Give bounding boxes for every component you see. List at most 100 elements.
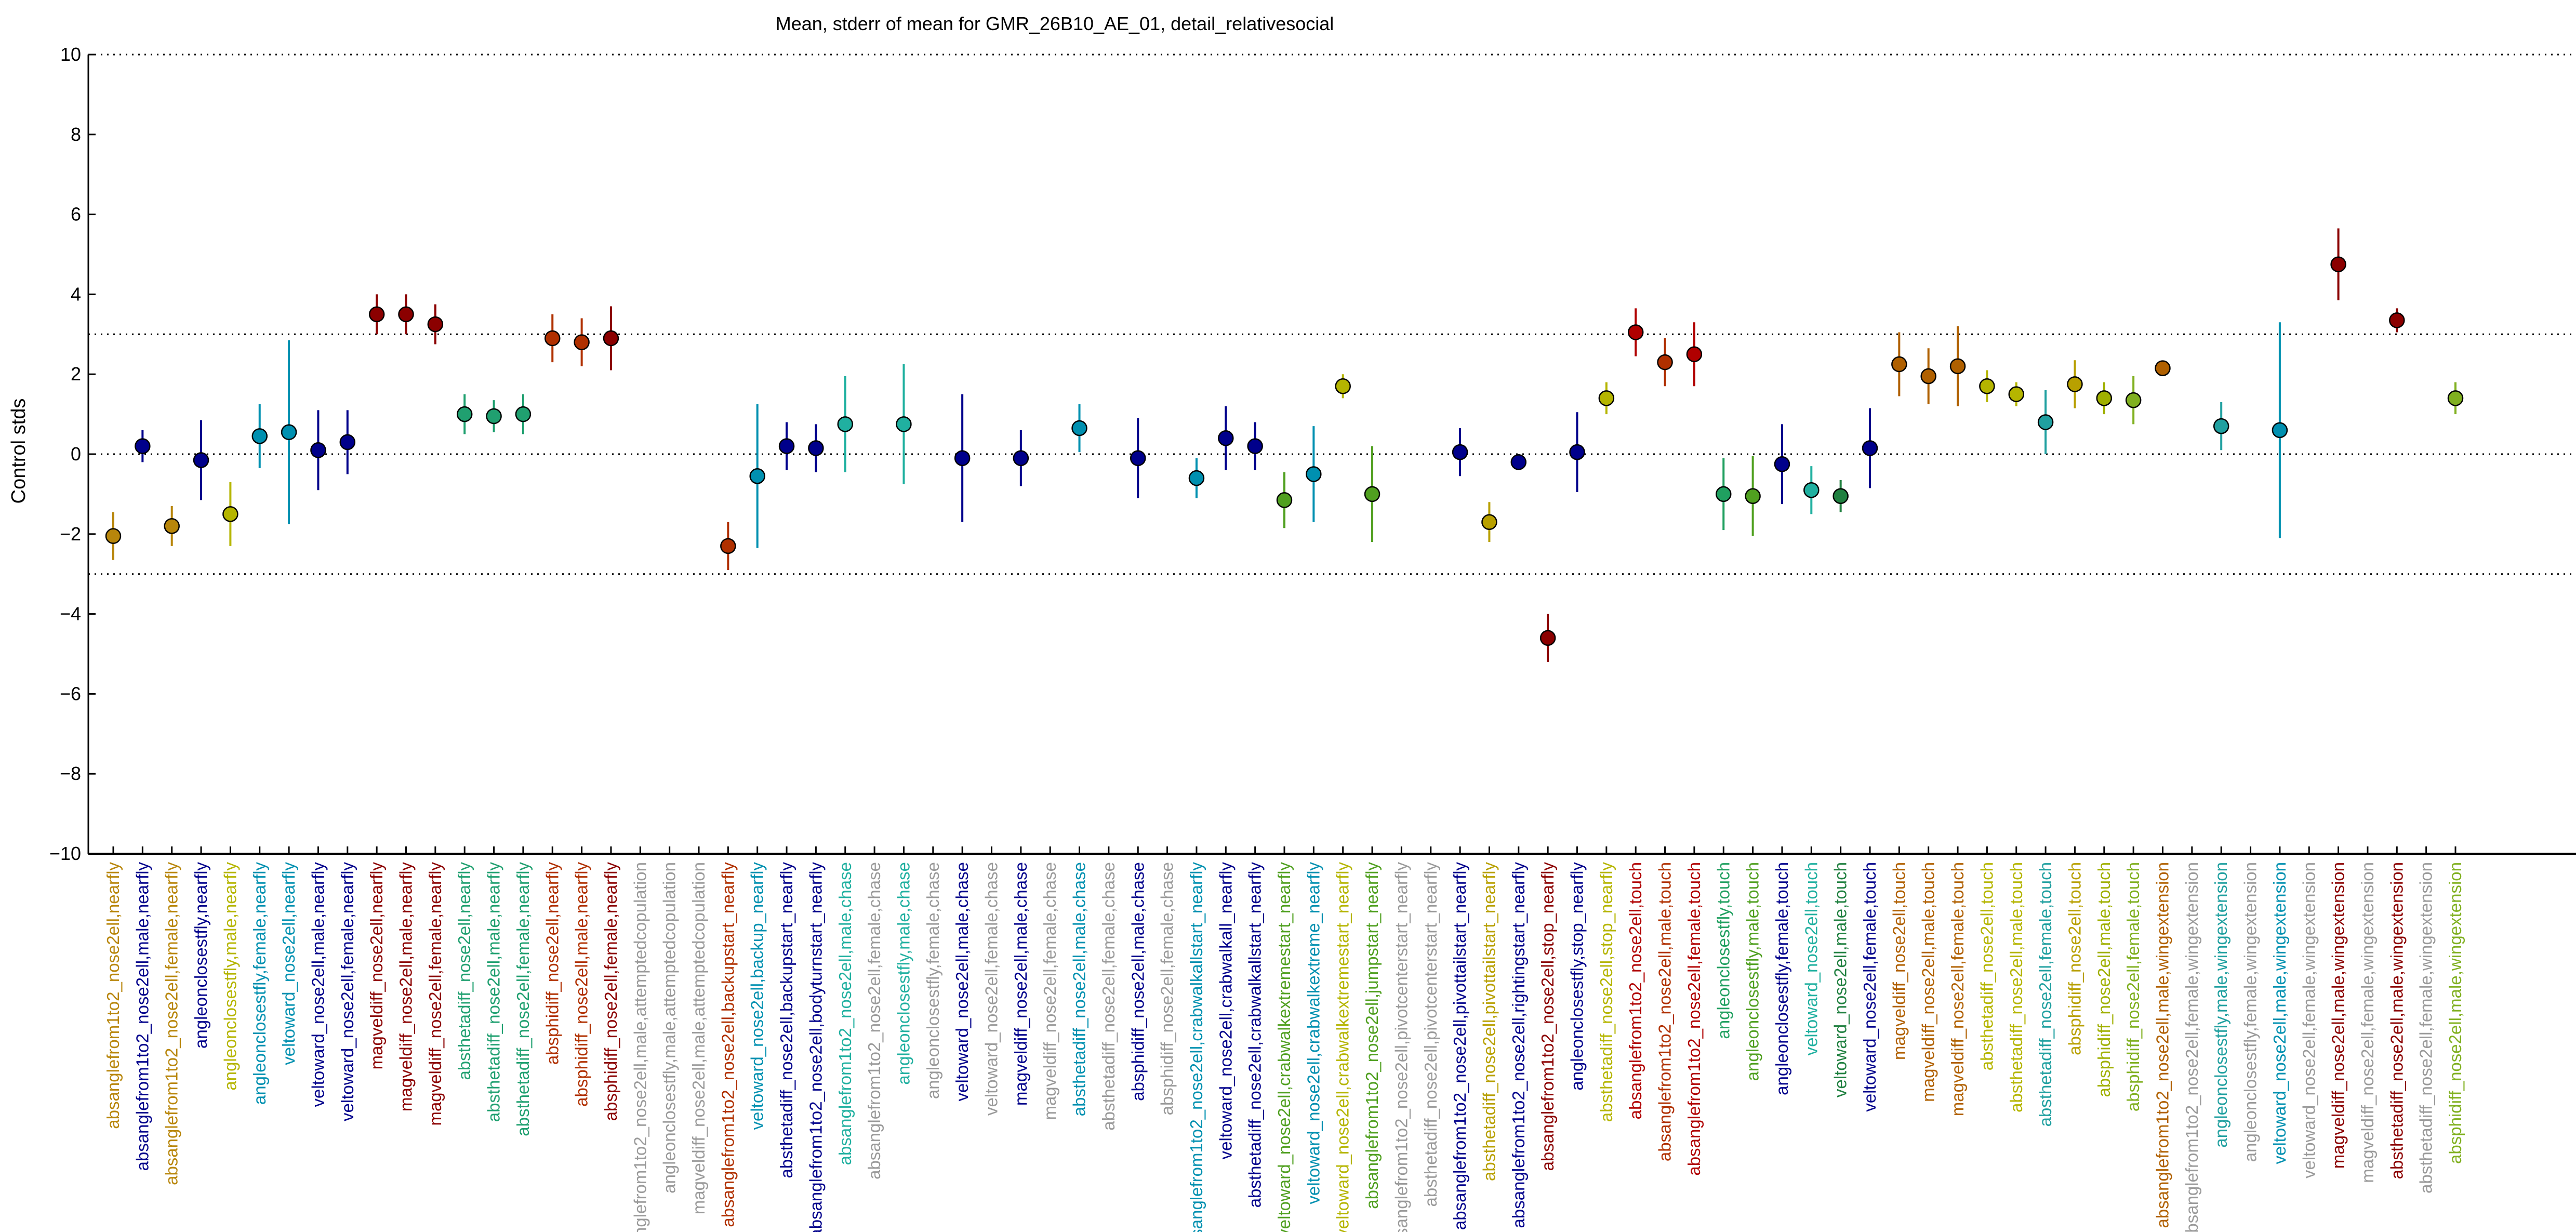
- mean-point: [2389, 312, 2405, 328]
- y-tick-label: −6: [60, 683, 81, 704]
- mean-point: [1130, 450, 1146, 466]
- x-axis: [88, 846, 2576, 855]
- mean-point: [720, 538, 736, 554]
- category-label: absthetadiff_nose2ell,female,chase: [1099, 862, 1118, 1131]
- mean-point: [222, 506, 238, 522]
- category-label: absanglefrom1to2_nose2ell,touch: [1626, 862, 1645, 1119]
- category-label: angleonclosestfly,male,nearfly: [220, 862, 240, 1091]
- mean-point: [1569, 444, 1585, 460]
- mean-point: [339, 434, 356, 451]
- mean-point: [1598, 390, 1615, 406]
- category-label: absphidiff_nose2ell,female,nearfly: [601, 862, 620, 1121]
- category-label: absphidiff_nose2ell,male,wingextension: [2446, 862, 2465, 1164]
- mean-point: [1071, 420, 1087, 436]
- category-label: angleonclosestfly,male,wingextension: [2211, 862, 2230, 1148]
- category-label: angleonclosestfly,male,touch: [1743, 862, 1762, 1081]
- category-label: angleonclosestfly,male,attemptedcopulati…: [660, 862, 679, 1194]
- category-label: angleonclosestfly,touch: [1714, 862, 1733, 1039]
- mean-point: [1452, 444, 1468, 460]
- category-label: absanglefrom1to2_nose2ell,bodyturnstart_…: [806, 862, 825, 1232]
- mean-point: [2008, 386, 2024, 402]
- data-marks: [105, 228, 2464, 662]
- chart-title: Mean, stderr of mean for GMR_26B10_AE_01…: [776, 13, 1334, 34]
- category-label: absanglefrom1to2_nose2ell,pivottailstart…: [1450, 862, 1469, 1230]
- mean-point: [281, 424, 297, 440]
- mean-point: [310, 442, 326, 458]
- mean-point: [193, 452, 209, 468]
- mean-point: [1949, 358, 1966, 375]
- category-label: absanglefrom1to2_nose2ell,female,nearfly: [162, 862, 181, 1185]
- category-label: absthetadiff_nose2ell,nearfly: [455, 862, 474, 1080]
- category-label: veltoward_nose2ell,nearfly: [279, 862, 298, 1065]
- mean-point: [2213, 418, 2229, 434]
- mean-point: [1774, 456, 1790, 472]
- mean-point: [1306, 466, 1322, 482]
- category-label: magveldiff_nose2ell,male,touch: [1919, 862, 1938, 1102]
- y-tick-label: 4: [71, 283, 81, 304]
- mean-point: [2125, 392, 2142, 408]
- category-label: veltoward_nose2ell,female,wingextension: [2299, 862, 2318, 1178]
- category-label: veltoward_nose2ell,crabwalkextremestart_…: [1333, 862, 1352, 1232]
- y-tick-label: 2: [71, 363, 81, 385]
- category-label: absphidiff_nose2ell,female,touch: [2123, 862, 2143, 1111]
- category-label: absthetadiff_nose2ell,male,touch: [2007, 862, 2026, 1112]
- mean-point: [515, 406, 532, 422]
- category-label: absthetadiff_nose2ell,female,nearfly: [513, 862, 533, 1136]
- mean-point: [2272, 422, 2288, 439]
- mean-point: [1218, 430, 1234, 446]
- mean-point: [105, 528, 122, 544]
- category-label: absthetadiff_nose2ell,touch: [1977, 862, 1996, 1070]
- category-label: veltoward_nose2ell,backup_nearfly: [748, 862, 767, 1130]
- mean-point: [603, 330, 619, 347]
- mean-point: [2037, 414, 2054, 430]
- mean-point: [368, 306, 385, 323]
- category-label: absphidiff_nose2ell,male,nearfly: [572, 862, 591, 1107]
- mean-point: [398, 306, 414, 323]
- category-label: absthetadiff_nose2ell,male,chase: [1070, 862, 1089, 1116]
- mean-point: [164, 518, 180, 534]
- mean-point: [427, 316, 444, 333]
- mean-point: [954, 450, 971, 466]
- category-label: absthetadiff_nose2ell,female,touch: [2036, 862, 2055, 1127]
- category-labels: absanglefrom1to2_nose2ell,nearfly absangl…: [103, 862, 2465, 1232]
- mean-point: [749, 468, 765, 484]
- mean-point: [1188, 470, 1205, 486]
- category-label: absphidiff_nose2ell,touch: [2065, 862, 2084, 1055]
- y-tick-label: 10: [60, 44, 81, 65]
- category-label: absthetadiff_nose2ell,pivottailstart_nea…: [1479, 862, 1498, 1181]
- mean-point: [1716, 486, 1732, 502]
- mean-point: [1364, 486, 1380, 502]
- category-label: veltoward_nose2ell,female,chase: [982, 862, 1001, 1116]
- category-label: magveldiff_nose2ell,male,attemptedcopula…: [689, 862, 708, 1214]
- category-label: veltoward_nose2ell,crabwalkextremestart_…: [1274, 862, 1294, 1232]
- mean-point: [837, 416, 853, 432]
- mean-point: [1745, 488, 1761, 504]
- category-label: absanglefrom1to2_nose2ell,male,attempted…: [630, 862, 649, 1232]
- category-label: absanglefrom1to2_nose2ell,female,touch: [1684, 862, 1704, 1176]
- y-axis-label: Control stds: [8, 399, 30, 504]
- y-tick-label: −2: [60, 523, 81, 545]
- category-label: magveldiff_nose2ell,male,wingextension: [2329, 862, 2348, 1169]
- mean-point: [1276, 492, 1293, 508]
- mean-point: [545, 330, 561, 347]
- category-label: absthetadiff_nose2ell,stop_nearfly: [1597, 862, 1616, 1122]
- mean-point: [1481, 514, 1497, 530]
- mean-point: [2096, 390, 2113, 406]
- mean-point: [486, 408, 502, 425]
- category-label: angleonclosestfly,female,chase: [923, 862, 942, 1099]
- category-label: absanglefrom1to2_nose2ell,male,touch: [1655, 862, 1675, 1161]
- category-label: absanglefrom1to2_nose2ell,male,chase: [835, 862, 855, 1165]
- mean-point: [1891, 356, 1907, 373]
- mean-point: [1657, 354, 1673, 370]
- category-label: magveldiff_nose2ell,male,nearfly: [396, 862, 416, 1111]
- category-label: absanglefrom1to2_nose2ell,stop_nearfly: [1538, 862, 1557, 1171]
- category-label: magveldiff_nose2ell,female,chase: [1040, 862, 1059, 1120]
- mean-point: [1833, 488, 1849, 504]
- category-label: magveldiff_nose2ell,touch: [1889, 862, 1908, 1060]
- category-label: veltoward_nose2ell,male,wingextension: [2270, 862, 2289, 1164]
- category-label: magveldiff_nose2ell,female,nearfly: [426, 862, 445, 1126]
- mean-point: [1920, 368, 1936, 385]
- category-label: veltoward_nose2ell,female,touch: [1860, 862, 1879, 1112]
- category-label: absphidiff_nose2ell,nearfly: [542, 862, 562, 1065]
